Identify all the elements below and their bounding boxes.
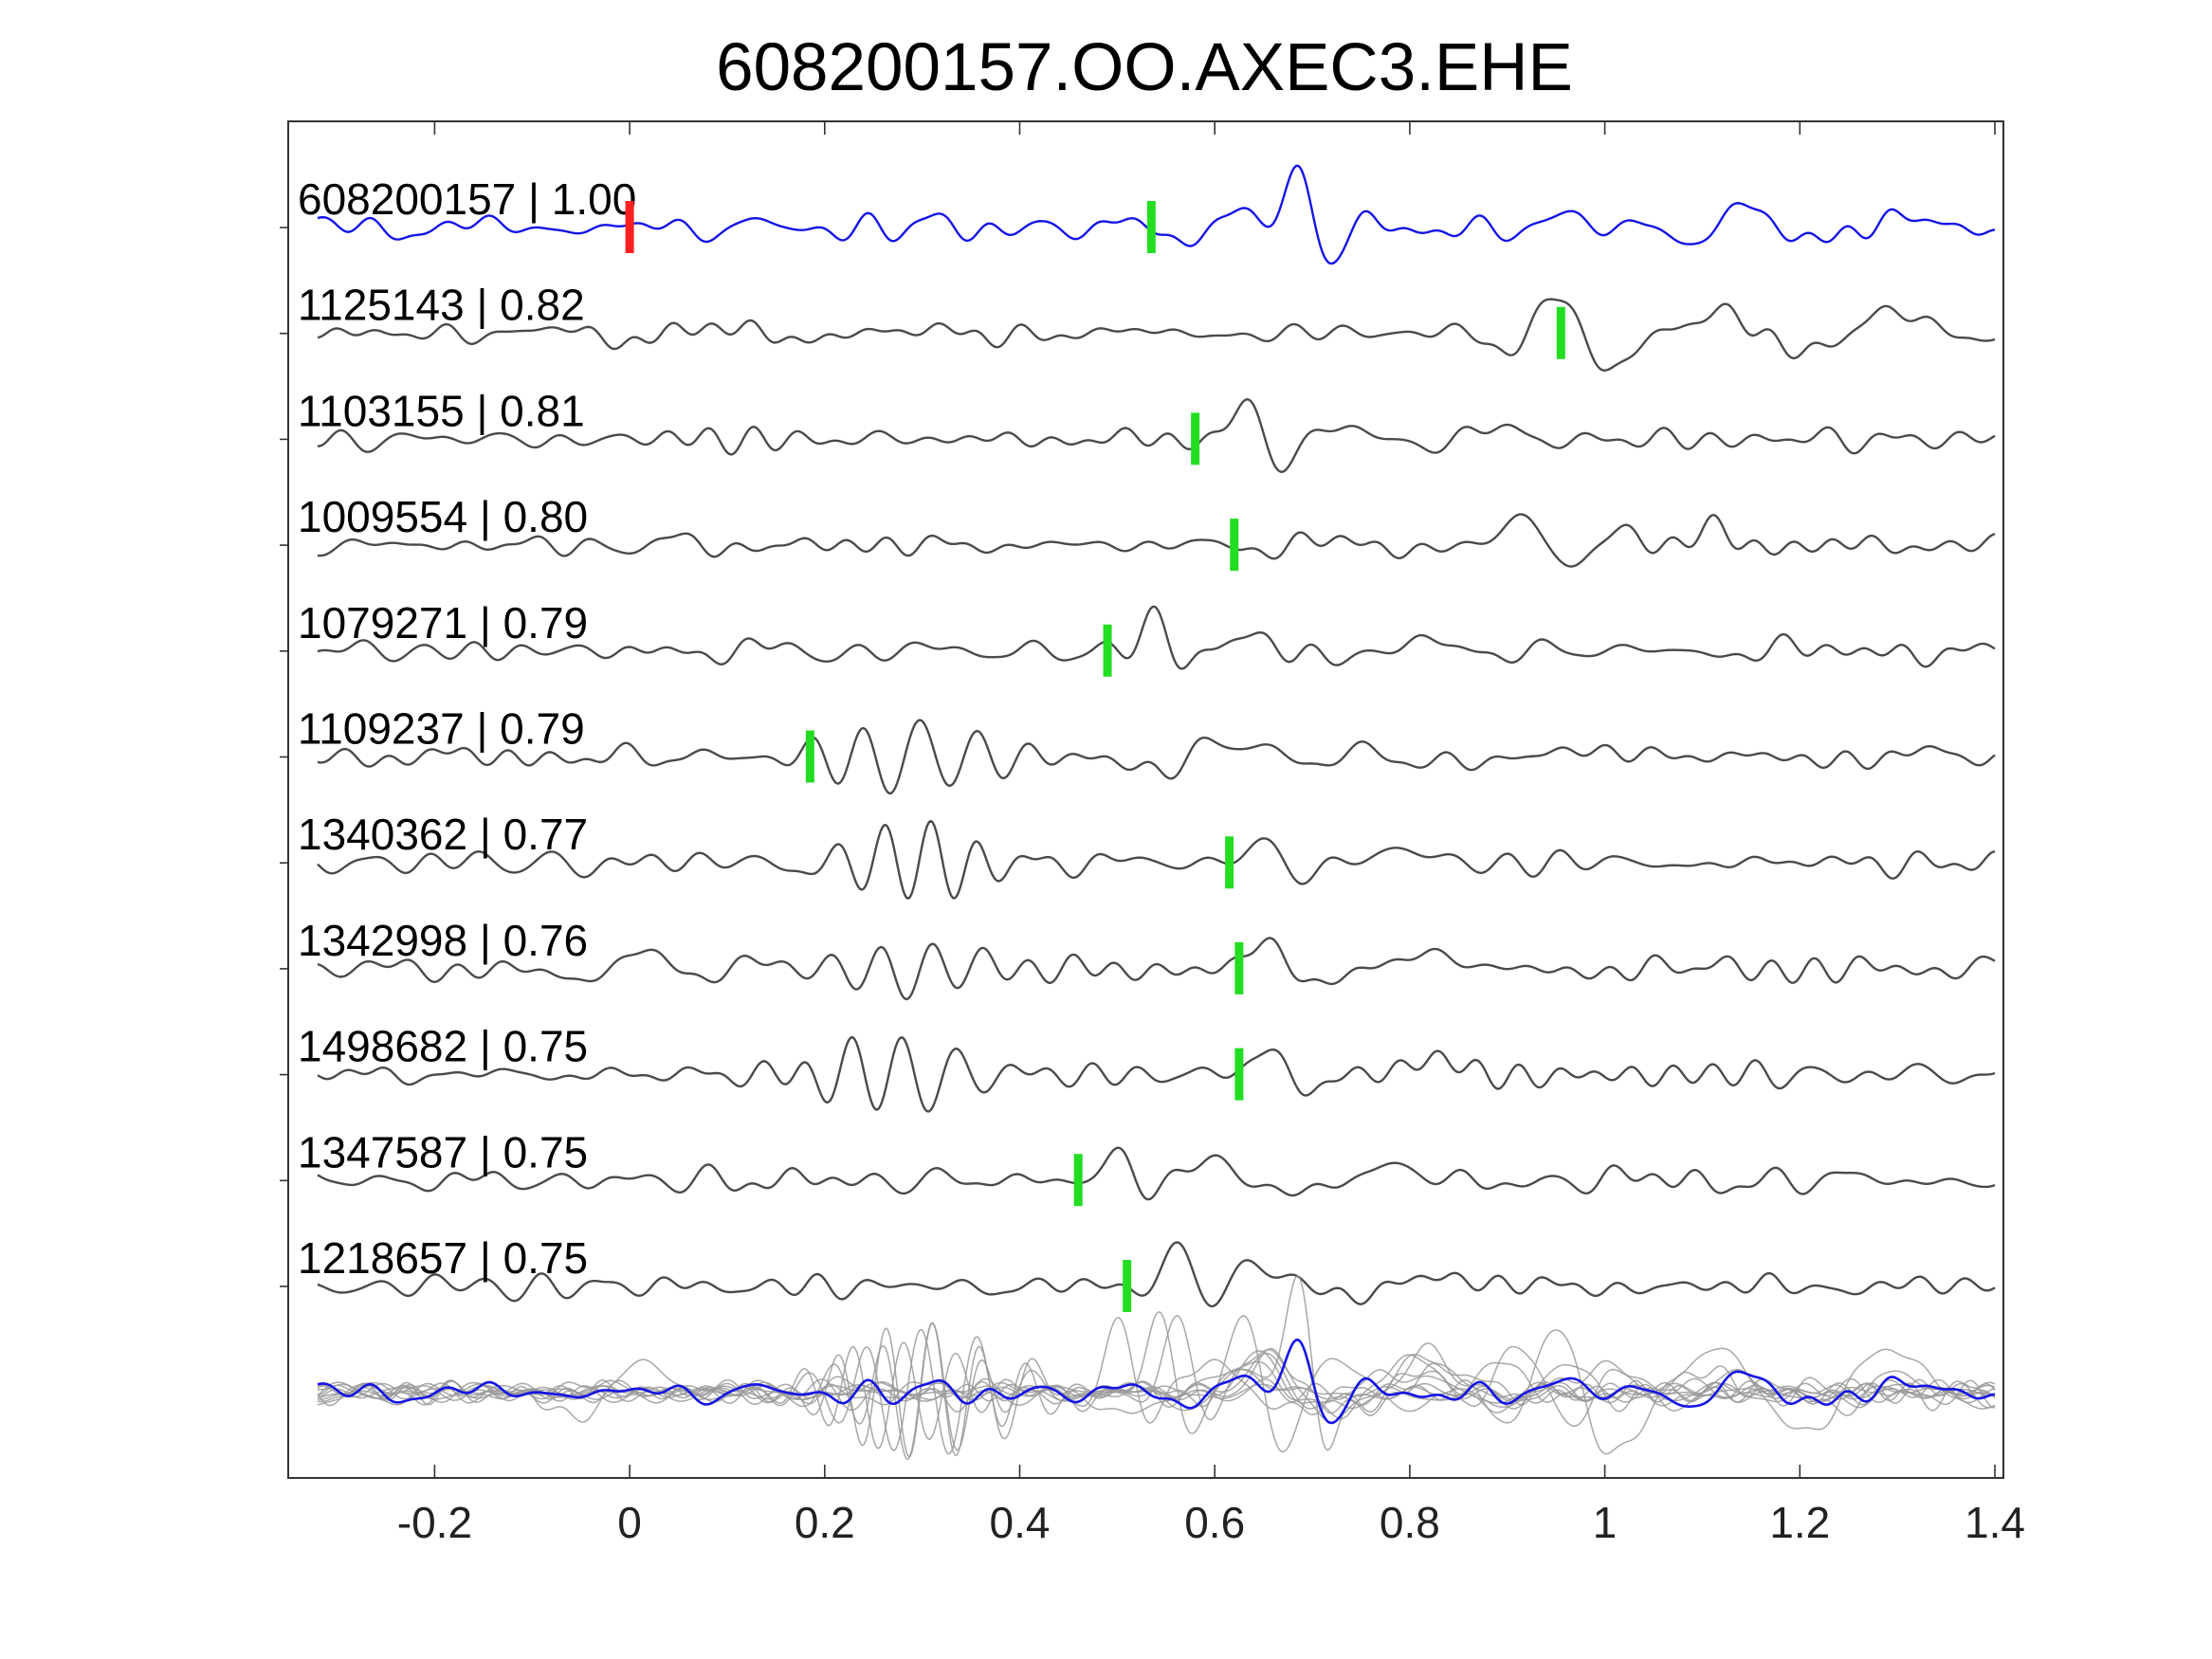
svg-text:1347587 | 0.75: 1347587 | 0.75 <box>298 1127 588 1176</box>
svg-text:1109237 | 0.79: 1109237 | 0.79 <box>298 704 585 754</box>
svg-text:1498682 | 0.75: 1498682 | 0.75 <box>298 1022 588 1071</box>
svg-text:1: 1 <box>1593 1498 1618 1547</box>
svg-text:1.4: 1.4 <box>1965 1498 2025 1547</box>
svg-text:608200157.OO.AXEC3.EHE: 608200157.OO.AXEC3.EHE <box>716 30 1573 105</box>
svg-text:1103155 | 0.81: 1103155 | 0.81 <box>298 386 585 435</box>
svg-text:0.8: 0.8 <box>1380 1498 1440 1547</box>
svg-text:0: 0 <box>617 1498 642 1547</box>
svg-text:1079271 | 0.79: 1079271 | 0.79 <box>298 598 588 647</box>
svg-text:1125143 | 0.82: 1125143 | 0.82 <box>298 281 585 330</box>
svg-text:1342998 | 0.76: 1342998 | 0.76 <box>298 916 588 965</box>
svg-text:0.4: 0.4 <box>990 1498 1051 1547</box>
svg-text:-0.2: -0.2 <box>397 1498 472 1547</box>
svg-text:0.2: 0.2 <box>795 1498 855 1547</box>
svg-text:1.2: 1.2 <box>1769 1498 1830 1547</box>
svg-text:608200157 | 1.00: 608200157 | 1.00 <box>298 174 636 224</box>
svg-text:1218657 | 0.75: 1218657 | 0.75 <box>298 1233 588 1283</box>
svg-text:0.6: 0.6 <box>1184 1498 1245 1547</box>
svg-text:1340362 | 0.77: 1340362 | 0.77 <box>298 810 588 859</box>
svg-text:1009554 | 0.80: 1009554 | 0.80 <box>298 492 588 541</box>
